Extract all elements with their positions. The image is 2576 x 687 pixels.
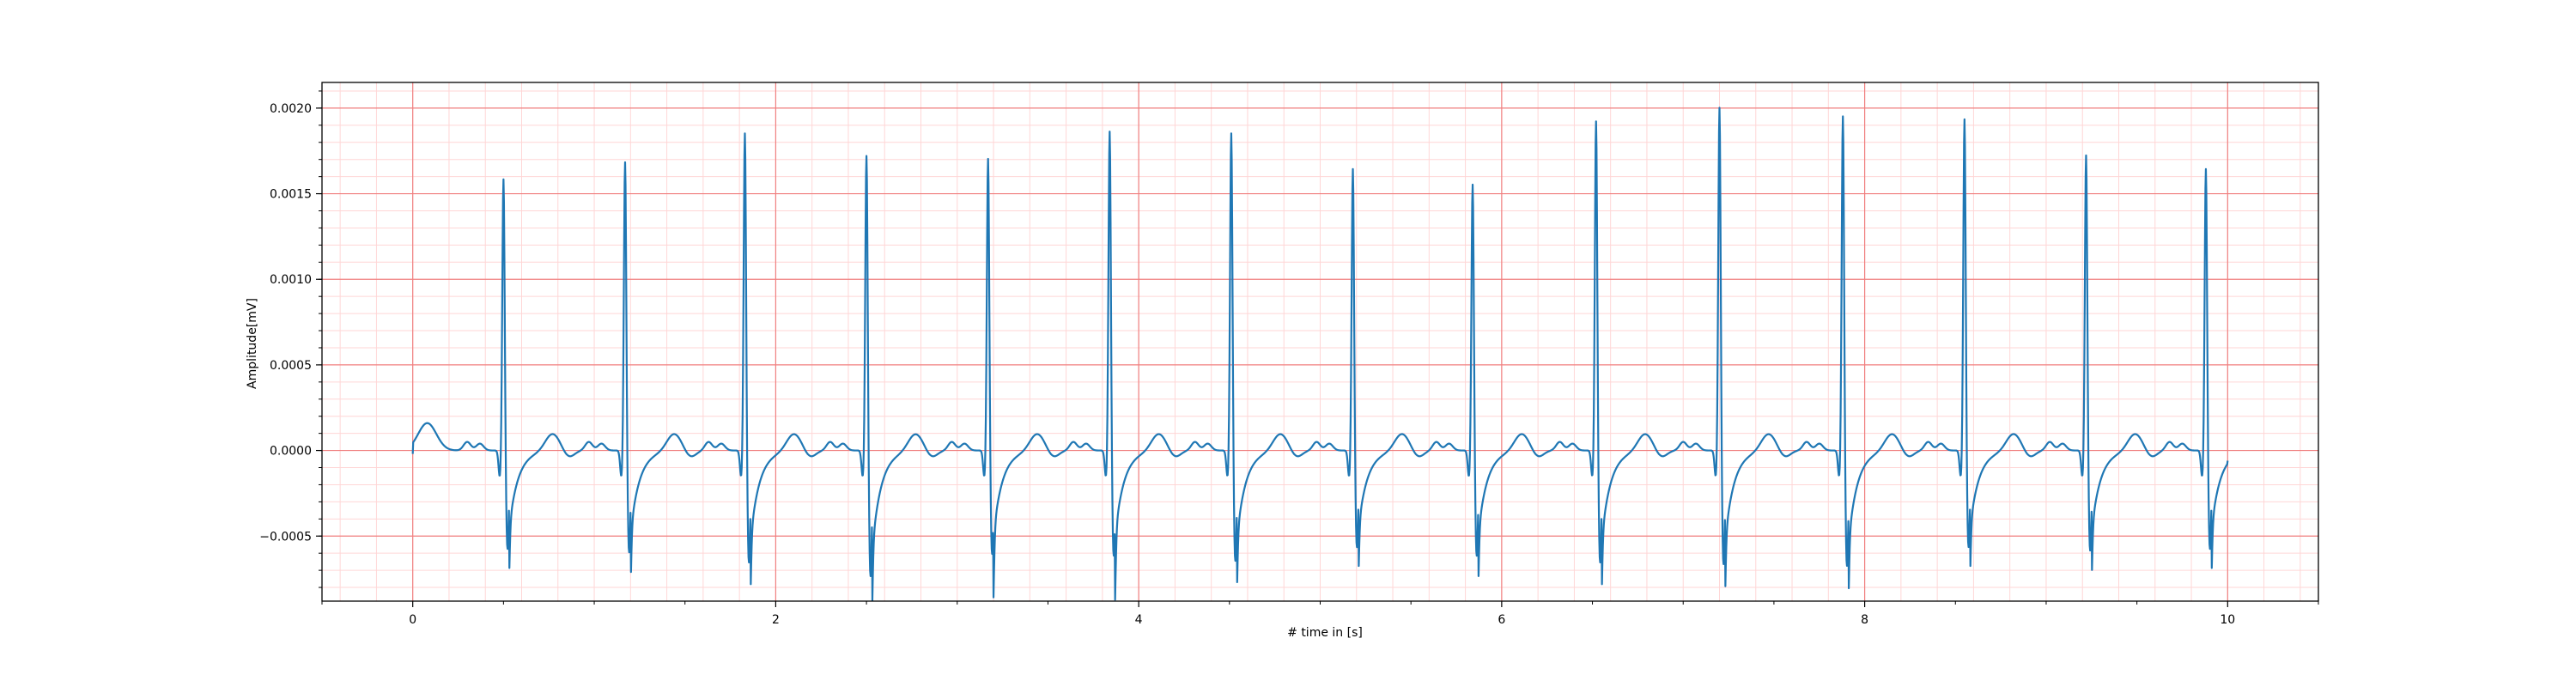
x-tick-label: 10 [2220,613,2235,627]
ecg-series-line [411,106,2229,602]
x-tick-label: 2 [772,613,780,627]
y-tick-label: 0.0015 [270,188,312,202]
x-tick-label: 4 [1135,613,1143,627]
y-axis-label: Amplitude[mV] [246,298,259,389]
y-tick-label: 0.0000 [270,445,312,459]
y-tick-label: 0.0005 [270,359,312,373]
x-axis-ticks: 0 2 4 6 8 10 [321,601,2319,627]
y-axis-ticks: −0.0005 0.0000 0.0005 0.0010 0.0015 0.0020 [259,90,322,588]
major-grid [322,82,2318,601]
y-tick-label: 0.0020 [270,102,312,116]
x-tick-label: 0 [409,613,416,627]
x-axis-label: # time in [s] [1287,626,1363,640]
x-tick-label: 8 [1861,613,1868,627]
x-tick-label: 6 [1498,613,1505,627]
y-tick-label: −0.0005 [259,530,312,544]
plot-area [411,106,2229,602]
y-tick-label: 0.0010 [270,273,312,287]
